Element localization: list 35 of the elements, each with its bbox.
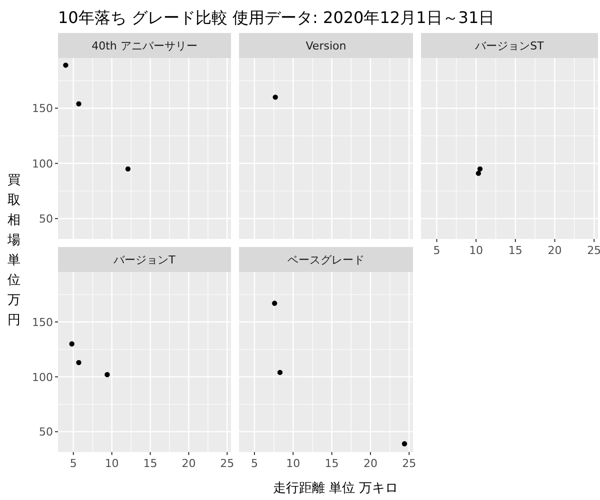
- chart-subtitle: Version: [306, 40, 346, 52]
- x-tick-label: 20: [182, 457, 196, 470]
- point: [125, 166, 131, 172]
- x-tick-label: 20: [363, 457, 378, 470]
- y-tick-label: 150: [32, 316, 53, 329]
- point: [104, 372, 110, 378]
- point: [76, 101, 82, 106]
- x-tick-label: 5: [70, 457, 77, 470]
- y-tick-label: 50: [39, 426, 53, 439]
- x-tick-label: 15: [324, 457, 339, 470]
- x-tick-label: 25: [220, 457, 234, 470]
- x-tick-label: 25: [402, 457, 416, 470]
- x-tick-label: 5: [433, 244, 440, 257]
- x-tick-label: 5: [250, 457, 258, 470]
- x-tick-label: 10: [469, 244, 484, 257]
- text: 10年落ち グレード比較 使用データ: 2020年12月1日～31日: [58, 8, 495, 27]
- y-tick-label: 150: [32, 102, 53, 116]
- x-tick-label: 20: [548, 244, 562, 257]
- x-tick-label: 15: [508, 244, 522, 257]
- chart-subtitle: バージョンST: [474, 40, 544, 52]
- chart-subtitle: バージョンT: [112, 254, 176, 266]
- y-tick-label: 100: [32, 370, 53, 384]
- y-axis-title: 買取相場単位万円: [6, 173, 20, 328]
- x-axis-title: 走行距離 単位 万キロ: [272, 481, 398, 496]
- x-tick-label: 10: [286, 457, 300, 470]
- point: [69, 341, 74, 346]
- point: [63, 62, 68, 68]
- chart-subtitle: ベースグレード: [288, 254, 364, 266]
- point: [76, 360, 82, 366]
- x-tick-label: 15: [143, 457, 158, 470]
- x-tick-label: 25: [587, 244, 600, 257]
- y-tick-label: 100: [32, 157, 53, 170]
- x-tick-label: 10: [104, 457, 119, 470]
- chart-subtitle: 40th アニバーサリー: [92, 40, 198, 52]
- y-tick-label: 50: [39, 212, 53, 226]
